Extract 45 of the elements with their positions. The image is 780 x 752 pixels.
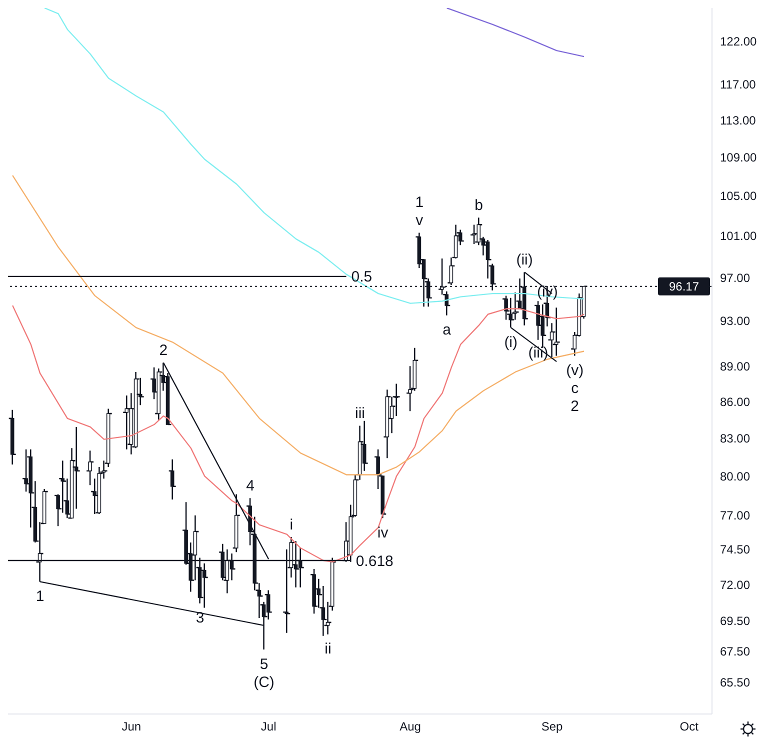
annotation: 2 bbox=[159, 342, 168, 359]
y-tick-label: 113.00 bbox=[720, 113, 756, 128]
y-tick-label: 72.00 bbox=[720, 578, 750, 592]
y-tick-label: 83.00 bbox=[720, 431, 750, 446]
annotation: 0.618 bbox=[356, 552, 394, 570]
y-tick-label: 89.00 bbox=[720, 359, 750, 374]
x-tick-label: Jul bbox=[260, 720, 276, 734]
y-tick-label: 109.00 bbox=[720, 150, 758, 165]
annotation: (v) bbox=[566, 362, 584, 380]
annotation: 2 bbox=[570, 398, 580, 416]
y-tick-label: 93.00 bbox=[720, 314, 750, 328]
x-tick-label: Jun bbox=[122, 720, 142, 734]
y-tick-label: 65.50 bbox=[720, 675, 750, 690]
ref-line-label: 96.17 bbox=[668, 279, 700, 294]
annotation: b bbox=[474, 196, 484, 214]
y-tick-label: 105.00 bbox=[720, 189, 758, 204]
y-tick-label: 122.00 bbox=[720, 34, 758, 48]
x-tick-label: Sep bbox=[541, 720, 563, 734]
y-tick-label: 97.00 bbox=[720, 270, 750, 285]
annotation: iv bbox=[377, 524, 389, 542]
annotation: a bbox=[442, 322, 452, 339]
annotation: (ii) bbox=[516, 251, 533, 268]
y-tick-label: 86.00 bbox=[720, 394, 750, 409]
annotation: 0.5 bbox=[351, 268, 372, 286]
y-tick-label: 80.00 bbox=[720, 469, 750, 484]
annotation: ii bbox=[324, 640, 332, 658]
y-tick-label: 67.50 bbox=[720, 644, 750, 658]
x-tick-label: Oct bbox=[680, 720, 700, 734]
annotation: v bbox=[416, 212, 424, 230]
x-tick-label: Aug bbox=[400, 720, 421, 734]
annotation: (iii) bbox=[528, 344, 548, 362]
annotation: 5 bbox=[260, 656, 268, 673]
annotation: iii bbox=[355, 405, 365, 422]
annotation: 4 bbox=[246, 477, 254, 494]
annotation: (i) bbox=[504, 334, 518, 351]
y-tick-label: 117.00 bbox=[720, 78, 756, 92]
y-tick-label: 74.50 bbox=[720, 542, 750, 557]
annotation: i bbox=[290, 516, 294, 534]
y-tick-label: 69.50 bbox=[720, 614, 750, 628]
annotation: 1 bbox=[36, 588, 44, 605]
y-tick-label: 101.00 bbox=[720, 229, 758, 244]
y-tick-label: 77.00 bbox=[720, 508, 750, 523]
annotation: c bbox=[571, 380, 580, 398]
annotation: (C) bbox=[254, 674, 274, 691]
annotation: 1 bbox=[415, 194, 424, 212]
